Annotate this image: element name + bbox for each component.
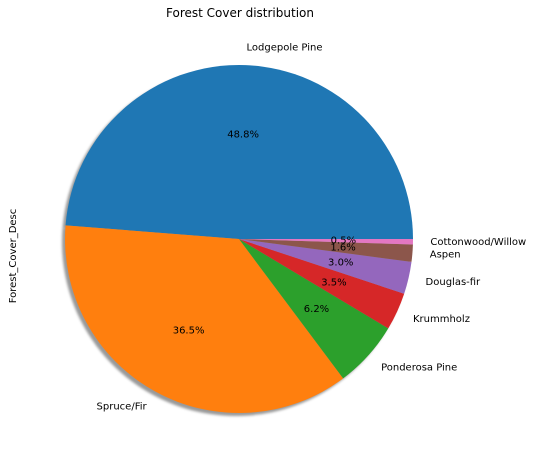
slice-ponderosa-pine	[239, 239, 389, 379]
label-aspen: Aspen	[430, 250, 461, 261]
slice-cottonwood-willow	[239, 239, 413, 245]
pct-krummholz: 3.5%	[321, 278, 346, 289]
pie-slices	[65, 64, 414, 413]
pct-lodgepole-pine: 48.8%	[227, 130, 259, 141]
label-spruce-fir: Spruce/Fir	[97, 402, 148, 413]
label-ponderosa-pine: Ponderosa Pine	[381, 362, 457, 373]
slice-krummholz	[239, 239, 405, 329]
label-cottonwood-willow: Cottonwood/Willow	[430, 237, 526, 248]
pct-cottonwood-willow: 0.5%	[331, 236, 356, 247]
pct-spruce-fir: 36.5%	[173, 325, 205, 336]
chart-title: Forest Cover distribution	[166, 6, 314, 20]
slice-aspen	[239, 239, 413, 262]
pie-percent-labels: 48.8% 36.5% 6.2% 3.5% 3.0% 1.6%0.5%	[173, 130, 356, 337]
slice-spruce-fir	[65, 225, 344, 413]
pct-douglas-fir: 3.0%	[328, 257, 353, 268]
label-douglas-fir: Douglas-fir	[426, 277, 482, 288]
label-lodgepole-pine: Lodgepole Pine	[247, 43, 323, 54]
pie-labels: Lodgepole Pine Spruce/Fir Ponderosa Pine Kr…	[97, 43, 527, 413]
slice-lodgepole-pine	[65, 64, 414, 239]
slice-douglas-fir	[239, 239, 412, 294]
pct-aspen: 1.6%	[330, 243, 355, 254]
label-krummholz: Krummholz	[413, 314, 470, 325]
y-axis-label: Forest_Cover_Desc	[8, 209, 19, 304]
pct-ponderosa-pine: 6.2%	[304, 304, 329, 315]
